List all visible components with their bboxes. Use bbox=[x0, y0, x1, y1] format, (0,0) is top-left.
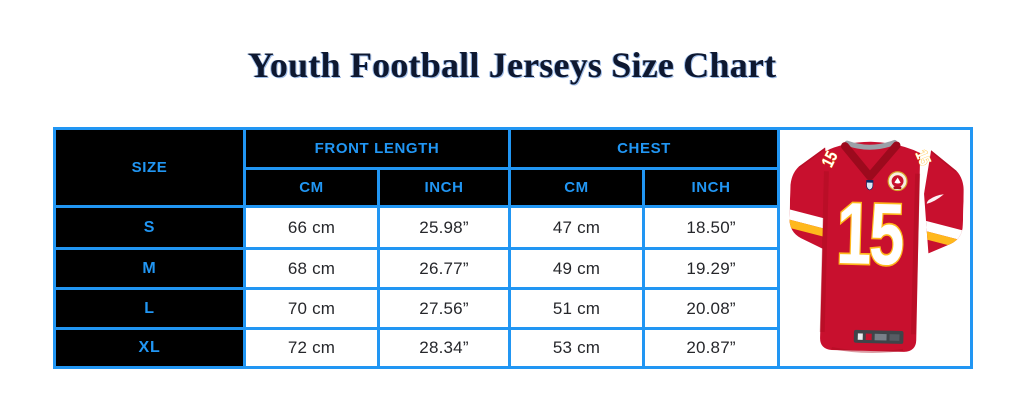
header-chest-inch: INCH bbox=[642, 167, 781, 208]
front-cm-cell: 66 cm bbox=[243, 205, 380, 250]
table-row-l: L 70 cm 27.56” 51 cm 20.08” bbox=[53, 287, 972, 330]
chest-cm-cell: 49 cm bbox=[508, 247, 646, 290]
front-cm-cell: 68 cm bbox=[243, 247, 380, 290]
header-front-length: FRONT LENGTH bbox=[242, 127, 512, 170]
front-inch-cell: 25.98” bbox=[376, 205, 512, 250]
chest-cm-cell: 51 cm bbox=[508, 287, 646, 330]
nike-swoosh-icon bbox=[926, 193, 944, 204]
nfl-shield-icon bbox=[865, 179, 873, 190]
header-front-cm: CM bbox=[243, 167, 380, 208]
front-inch-cell: 27.56” bbox=[376, 287, 512, 330]
header-chest: CHEST bbox=[508, 127, 781, 170]
size-cell: L bbox=[53, 287, 246, 330]
chest-inch-cell: 20.87” bbox=[642, 327, 781, 369]
front-cm-cell: 70 cm bbox=[243, 287, 380, 330]
jersey-torso bbox=[819, 141, 920, 352]
chest-inch-cell: 18.50” bbox=[642, 205, 781, 250]
chest-inch-cell: 19.29” bbox=[642, 247, 781, 290]
chest-inch-cell: 20.08” bbox=[642, 287, 781, 330]
front-inch-cell: 28.34” bbox=[376, 327, 512, 369]
table-row-m: M 68 cm 26.77” 49 cm 19.29” bbox=[53, 247, 972, 290]
front-cm-cell: 72 cm bbox=[243, 327, 380, 369]
size-cell: S bbox=[53, 205, 246, 250]
page-title: Youth Football Jerseys Size Chart bbox=[247, 45, 777, 85]
jersey-product-image: 15 15 15 bbox=[777, 127, 974, 369]
jersey-graphic: 15 15 15 bbox=[788, 139, 965, 353]
size-cell: XL bbox=[53, 327, 246, 369]
jersey-vneck-collar bbox=[840, 140, 901, 180]
chiefs-logo-patch-icon bbox=[887, 170, 908, 191]
jersey-collar-tape bbox=[844, 139, 897, 150]
chest-cm-cell: 47 cm bbox=[508, 205, 646, 250]
table-row-s: S 66 cm 25.98” 47 cm 18.50” bbox=[53, 205, 972, 250]
front-inch-cell: 26.77” bbox=[376, 247, 512, 290]
size-chart-table: SIZE FRONT LENGTH CHEST bbox=[53, 127, 974, 369]
jersey-jock-tag bbox=[853, 329, 904, 344]
header-chest-cm: CM bbox=[508, 167, 646, 208]
header-front-inch: INCH bbox=[376, 167, 512, 208]
table-row-xl: XL 72 cm 28.34” 53 cm 20.87” bbox=[53, 327, 972, 369]
header-size: SIZE bbox=[53, 127, 246, 208]
size-cell: M bbox=[53, 247, 246, 290]
jersey-chest-number: 15 bbox=[835, 184, 904, 283]
chest-cm-cell: 53 cm bbox=[508, 327, 646, 369]
